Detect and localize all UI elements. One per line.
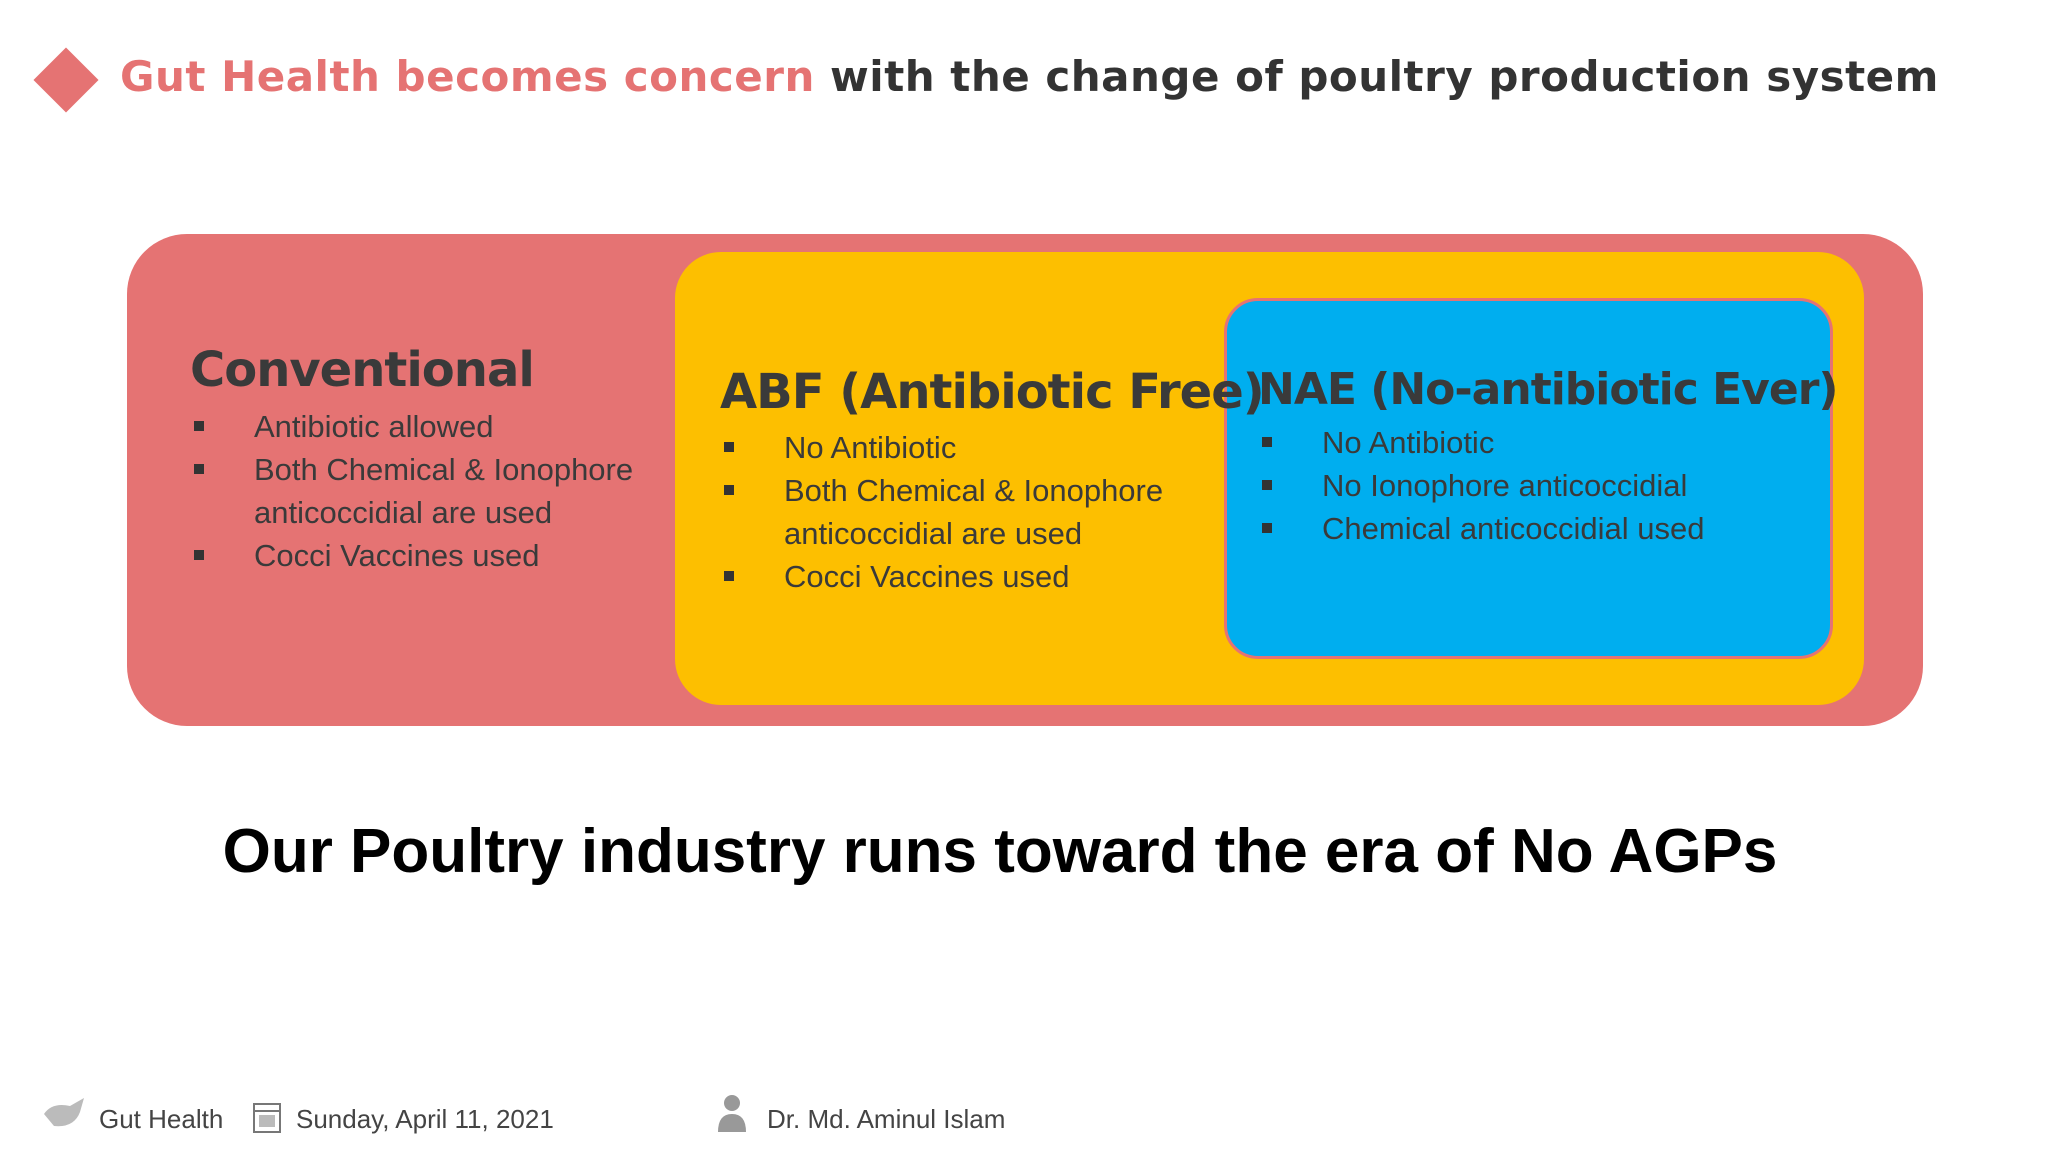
- footer-date: Sunday, April 11, 2021: [296, 1104, 554, 1134]
- calendar-icon: [253, 1103, 281, 1133]
- box-heading: NAE (No-antibiotic Ever): [1258, 364, 1839, 415]
- box-list: No Antibiotic Both Chemical & Ionophore a…: [720, 426, 1200, 598]
- bullet-item: Cocci Vaccines used: [190, 534, 670, 577]
- box-heading: Conventional: [190, 342, 535, 398]
- bullet-item: Cocci Vaccines used: [720, 555, 1200, 598]
- inner-box: [1224, 298, 1833, 659]
- bullet-item: Antibiotic allowed: [190, 405, 670, 448]
- bullet-item: No Ionophore anticoccidial: [1258, 464, 1818, 507]
- footer-topic: Gut Health: [99, 1104, 224, 1134]
- title-diamond: [33, 47, 99, 113]
- title-rest: with the change of poultry production sy…: [830, 52, 1939, 101]
- bullet-item: No Antibiotic: [720, 426, 1200, 469]
- bullet-item: No Antibiotic: [1258, 421, 1818, 464]
- bullet-item: Both Chemical & Ionophore anticoccidial …: [190, 448, 670, 534]
- box-list: No Antibiotic No Ionophore anticoccidial C…: [1258, 421, 1818, 550]
- slide-title: Gut Health becomes concern with the chan…: [120, 52, 1939, 101]
- author-icon: [718, 1095, 746, 1132]
- bullet-item: Both Chemical & Ionophore anticoccidial …: [720, 469, 1200, 555]
- box-list: Antibiotic allowed Both Chemical & Ionoph…: [190, 405, 670, 577]
- title-highlight: Gut Health becomes concern: [120, 52, 815, 101]
- footer-author: Dr. Md. Aminul Islam: [767, 1104, 1006, 1134]
- bullet-item: Chemical anticoccidial used: [1258, 507, 1818, 550]
- box-heading: ABF (Antibiotic Free): [720, 364, 1265, 420]
- tagline: Our Poultry industry runs toward the era…: [222, 817, 1778, 886]
- topic-icon: [44, 1098, 84, 1127]
